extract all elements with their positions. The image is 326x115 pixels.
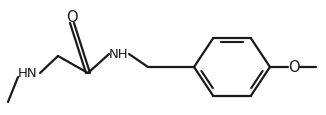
Text: O: O	[66, 10, 78, 25]
Text: HN: HN	[18, 67, 38, 80]
Text: O: O	[288, 60, 300, 75]
Text: NH: NH	[109, 48, 129, 61]
